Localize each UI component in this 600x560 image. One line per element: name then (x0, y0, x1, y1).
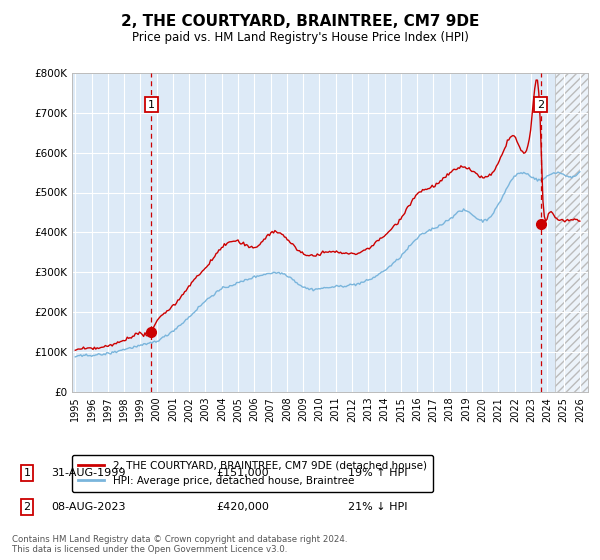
Text: 2: 2 (537, 100, 544, 110)
Bar (556, 73, 596, 392)
Text: 19% ↑ HPI: 19% ↑ HPI (348, 468, 407, 478)
Text: Contains HM Land Registry data © Crown copyright and database right 2024.
This d: Contains HM Land Registry data © Crown c… (12, 535, 347, 554)
Text: £420,000: £420,000 (216, 502, 269, 512)
Legend: 2, THE COURTYARD, BRAINTREE, CM7 9DE (detached house), HPI: Average price, detac: 2, THE COURTYARD, BRAINTREE, CM7 9DE (de… (72, 455, 433, 492)
Text: 2, THE COURTYARD, BRAINTREE, CM7 9DE: 2, THE COURTYARD, BRAINTREE, CM7 9DE (121, 14, 479, 29)
Text: 1: 1 (148, 100, 155, 110)
Text: 31-AUG-1999: 31-AUG-1999 (51, 468, 125, 478)
Text: 21% ↓ HPI: 21% ↓ HPI (348, 502, 407, 512)
Text: 08-AUG-2023: 08-AUG-2023 (51, 502, 125, 512)
Text: Price paid vs. HM Land Registry's House Price Index (HPI): Price paid vs. HM Land Registry's House … (131, 31, 469, 44)
Text: 2: 2 (23, 502, 31, 512)
Text: 1: 1 (23, 468, 31, 478)
Bar (556, 73, 596, 392)
Text: £151,000: £151,000 (216, 468, 269, 478)
